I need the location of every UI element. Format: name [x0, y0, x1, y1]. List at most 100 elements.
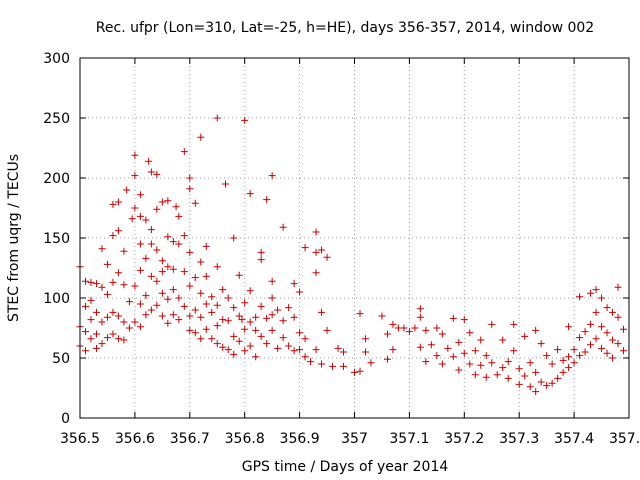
data-point [493, 371, 501, 379]
data-point [614, 340, 622, 348]
data-point [268, 277, 276, 285]
data-point [175, 240, 183, 248]
data-point [438, 360, 446, 368]
data-point [543, 352, 551, 360]
data-point [213, 263, 221, 271]
data-point [131, 282, 139, 290]
data-point [383, 355, 391, 363]
data-point [263, 340, 271, 348]
data-point [87, 296, 95, 304]
data-point [565, 353, 573, 361]
data-point [252, 313, 260, 321]
data-point [120, 336, 128, 344]
data-point [246, 318, 254, 326]
data-point [202, 300, 210, 308]
data-point [136, 240, 144, 248]
data-point [125, 324, 133, 332]
data-point [312, 269, 320, 277]
data-point [318, 246, 326, 254]
data-point [191, 329, 199, 337]
data-point [598, 323, 606, 331]
data-point [153, 277, 161, 285]
data-point [296, 329, 304, 337]
data-point [323, 326, 331, 334]
data-point [433, 352, 441, 360]
data-point [526, 359, 534, 367]
data-point [172, 203, 180, 211]
data-point [559, 368, 567, 376]
data-point [147, 306, 155, 314]
data-point [510, 320, 518, 328]
data-point [598, 294, 606, 302]
data-point [224, 346, 232, 354]
data-point [312, 346, 320, 354]
data-point [482, 352, 490, 360]
data-point [356, 367, 364, 375]
data-point [576, 352, 584, 360]
x-tick-label: 356.6 [115, 431, 155, 447]
data-point [559, 356, 567, 364]
data-point [103, 290, 111, 298]
data-point [197, 133, 205, 141]
data-point [263, 196, 271, 204]
data-point [257, 332, 265, 340]
data-point [285, 304, 293, 312]
data-point [230, 350, 238, 358]
data-point [532, 388, 540, 396]
data-point [136, 323, 144, 331]
data-point [548, 379, 556, 387]
data-point [438, 330, 446, 338]
data-point [221, 180, 229, 188]
x-tick-label: 357 [341, 431, 368, 447]
data-point [230, 332, 238, 340]
data-point [147, 272, 155, 280]
data-point [98, 340, 106, 348]
data-point [92, 344, 100, 352]
data-point [471, 347, 479, 355]
data-point [87, 278, 95, 286]
data-point [175, 294, 183, 302]
data-point [285, 342, 293, 350]
data-point [164, 263, 172, 271]
data-point [334, 344, 342, 352]
data-point [208, 293, 216, 301]
data-point [576, 293, 584, 301]
data-point [466, 360, 474, 368]
data-point [191, 199, 199, 207]
data-point [290, 313, 298, 321]
data-point [147, 226, 155, 234]
data-point [499, 336, 507, 344]
data-point [587, 289, 595, 297]
data-point [131, 204, 139, 212]
data-point [554, 346, 562, 354]
data-point [213, 114, 221, 122]
data-point [570, 359, 578, 367]
data-point [263, 314, 271, 322]
data-point [224, 294, 232, 302]
data-point [274, 344, 282, 352]
data-point [252, 326, 260, 334]
data-point [158, 289, 166, 297]
data-point [241, 325, 249, 333]
data-point [191, 306, 199, 314]
data-point [98, 318, 106, 326]
data-point [180, 148, 188, 156]
data-point [609, 354, 617, 362]
data-point [537, 340, 545, 348]
data-point [515, 380, 523, 388]
x-tick-label: 356.8 [225, 431, 265, 447]
data-point [147, 168, 155, 176]
data-point [180, 302, 188, 310]
data-point [246, 190, 254, 198]
data-point [81, 302, 89, 310]
x-tick-label: 357.4 [554, 431, 594, 447]
data-point [510, 347, 518, 355]
data-point [191, 274, 199, 282]
data-point [268, 326, 276, 334]
data-point [257, 248, 265, 256]
x-tick-label: 356.7 [170, 431, 210, 447]
data-point [103, 260, 111, 268]
data-point [301, 244, 309, 252]
